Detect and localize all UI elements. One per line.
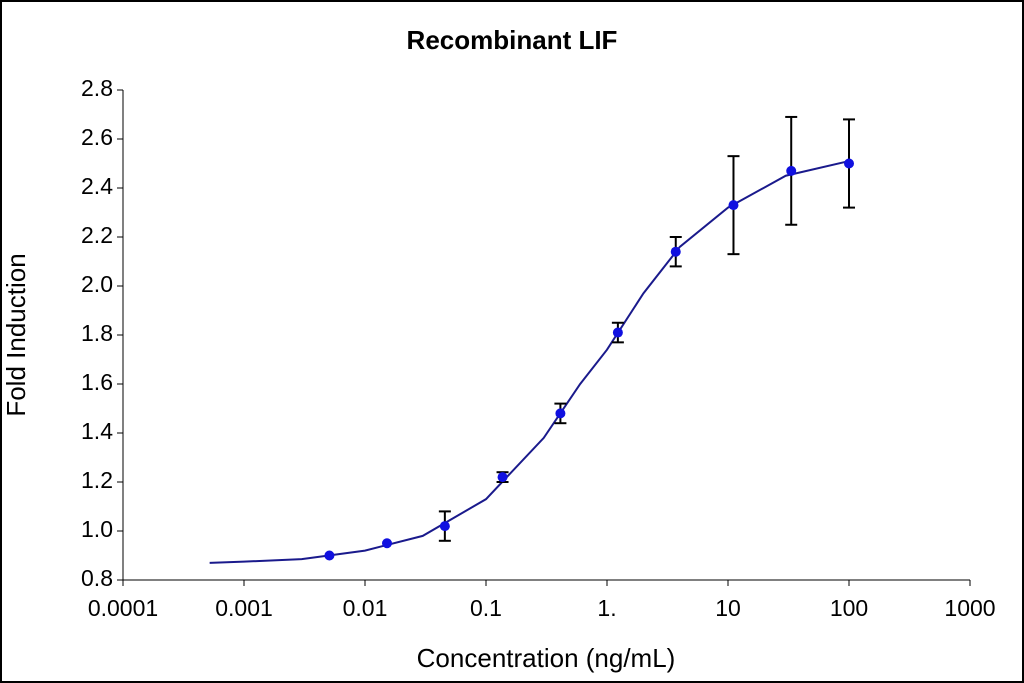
x-tick-label: 0.001: [215, 595, 273, 621]
y-tick-label: 1.6: [81, 369, 113, 395]
data-point: [786, 165, 797, 176]
x-axis-label: Concentration (ng/mL): [417, 643, 676, 673]
data-point: [324, 550, 335, 561]
y-tick-label: 1.2: [81, 467, 113, 493]
data-point: [670, 246, 681, 257]
x-tick-label: 10: [715, 595, 741, 621]
x-tick-label: 1.: [597, 595, 616, 621]
chart-title: Recombinant LIF: [407, 25, 618, 55]
data-point: [439, 521, 450, 532]
x-tick-label: 100: [830, 595, 868, 621]
y-tick-label: 0.8: [81, 565, 113, 591]
x-tick-label: 0.01: [343, 595, 388, 621]
y-tick-label: 1.0: [81, 516, 113, 542]
y-tick-label: 2.6: [81, 124, 113, 150]
y-tick-label: 1.8: [81, 320, 113, 346]
data-point: [555, 408, 566, 419]
x-tick-label: 0.1: [470, 595, 502, 621]
x-tick-label: 1000: [944, 595, 995, 621]
data-point: [497, 472, 508, 483]
y-tick-label: 1.4: [81, 418, 113, 444]
data-point: [612, 327, 623, 338]
data-point: [382, 538, 393, 549]
x-tick-label: 0.0001: [88, 595, 158, 621]
data-point: [728, 200, 739, 211]
y-tick-label: 2.2: [81, 222, 113, 248]
y-axis-label: Fold Induction: [1, 253, 31, 416]
fit-curve: [209, 160, 850, 564]
data-point: [844, 158, 854, 169]
y-tick-label: 2.4: [81, 173, 113, 199]
y-tick-label: 2.8: [81, 75, 113, 101]
y-tick-label: 2.0: [81, 271, 113, 297]
